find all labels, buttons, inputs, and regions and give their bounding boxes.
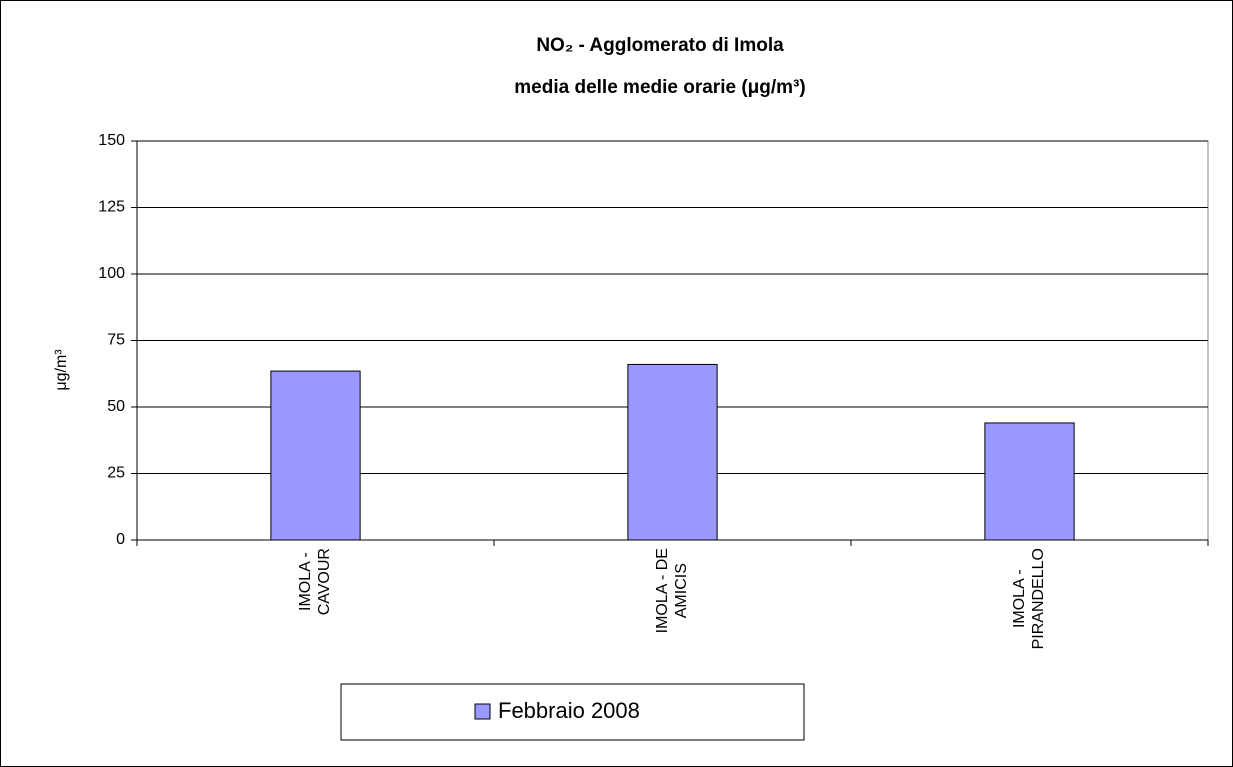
y-tick-label: 125 [98, 199, 125, 216]
y-tick-label: 100 [98, 265, 125, 282]
y-tick-label: 50 [107, 398, 125, 415]
y-tick-label: 25 [107, 465, 125, 482]
legend-box [340, 683, 805, 741]
bar [984, 422, 1075, 541]
y-tick-label: 150 [98, 132, 125, 149]
x-tick-label: IMOLA - [297, 552, 314, 611]
x-tick-label: CAVOUR [316, 548, 333, 615]
y-tick-label: 0 [116, 531, 125, 548]
legend-swatch [474, 703, 491, 720]
bar [270, 370, 361, 541]
bar [627, 363, 718, 541]
chart-title: NO₂ - Agglomerato di Imola [536, 35, 784, 56]
x-tick-label: IMOLA - [1011, 569, 1028, 628]
y-tick-label: 75 [107, 332, 125, 349]
legend-label: Febbraio 2008 [498, 698, 640, 723]
x-tick-label: AMICIS [673, 563, 690, 618]
x-tick-label: PIRANDELLO [1030, 548, 1047, 649]
x-tick-label: IMOLA - DE [654, 548, 671, 633]
chart-subtitle: media delle medie orarie (μg/m³) [514, 77, 805, 98]
y-axis-label: μg/m³ [53, 349, 70, 391]
